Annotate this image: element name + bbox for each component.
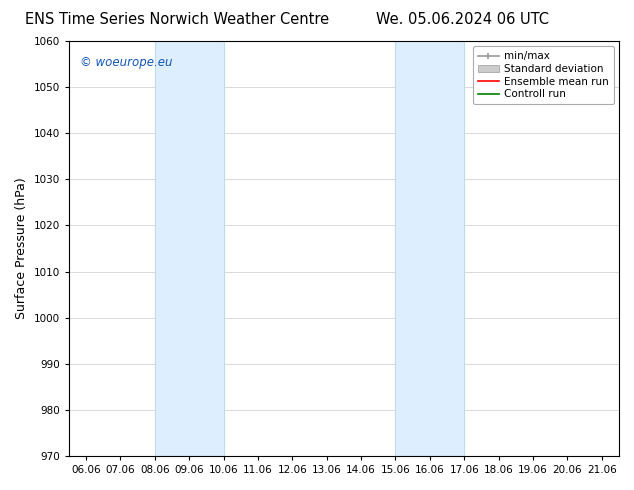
Y-axis label: Surface Pressure (hPa): Surface Pressure (hPa) — [15, 178, 28, 319]
Bar — [396, 41, 464, 456]
Text: ENS Time Series Norwich Weather Centre: ENS Time Series Norwich Weather Centre — [25, 12, 330, 27]
Bar — [155, 41, 224, 456]
Legend: min/max, Standard deviation, Ensemble mean run, Controll run: min/max, Standard deviation, Ensemble me… — [472, 46, 614, 104]
Text: We. 05.06.2024 06 UTC: We. 05.06.2024 06 UTC — [377, 12, 549, 27]
Text: © woeurope.eu: © woeurope.eu — [80, 55, 172, 69]
